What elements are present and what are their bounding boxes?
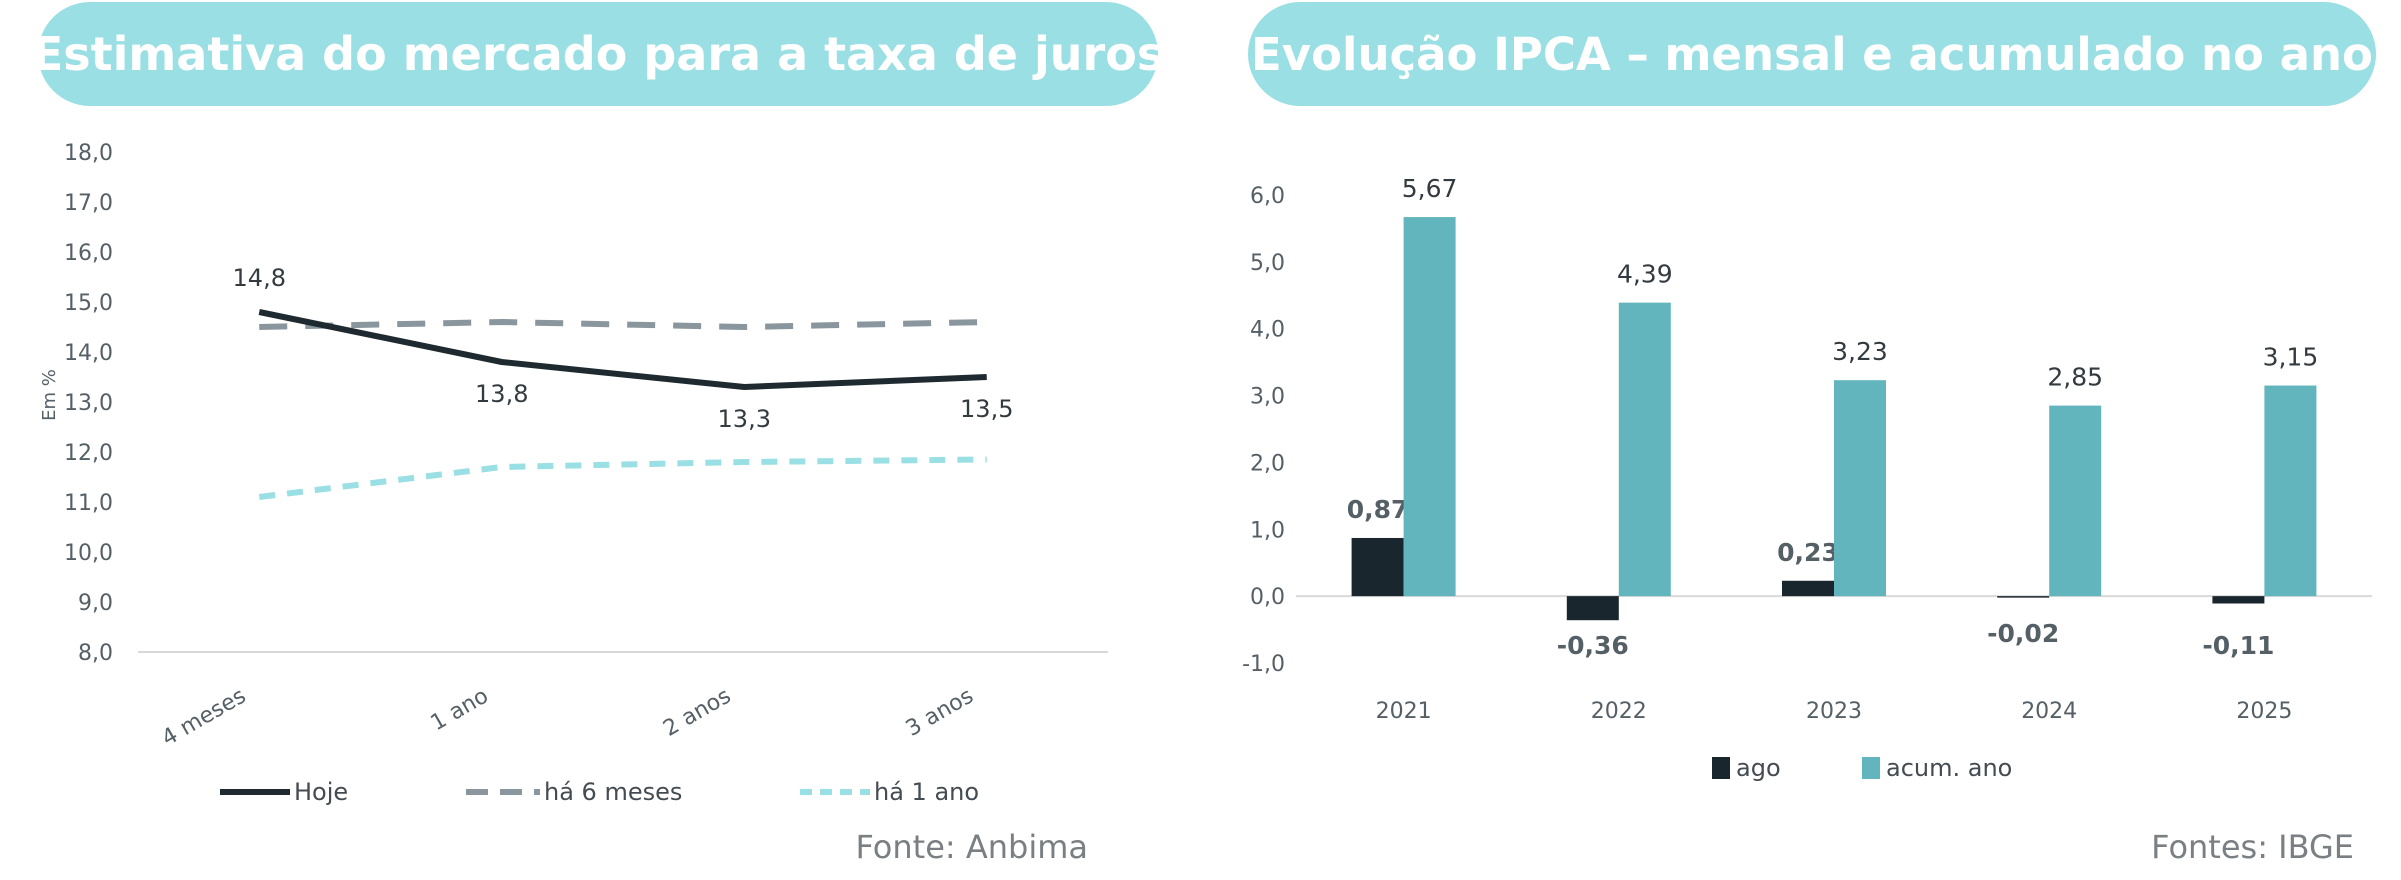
bar-ago: [1782, 580, 1834, 597]
y-tick-label: 11,0: [64, 491, 113, 516]
series-line-há-6-meses: [259, 319, 987, 330]
y-tick-label: 6,0: [1250, 184, 1285, 209]
series-line-Hoje: [258, 309, 987, 390]
y-tick-label: 15,0: [64, 291, 113, 316]
legend-label: Hoje: [294, 778, 348, 806]
bar-acum-ano: [1618, 302, 1671, 597]
left-chart-title: Estimativa do mercado para a taxa de jur…: [32, 2, 1164, 106]
y-tick-label: 0,0: [1250, 585, 1285, 610]
legend-label: há 1 ano: [874, 778, 979, 806]
y-tick-label: 17,0: [64, 191, 113, 216]
x-tick-label: 1 ano: [427, 684, 493, 737]
y-tick-label: 16,0: [64, 241, 113, 266]
bar-acum-ano: [2264, 385, 2317, 597]
data-label: 3,15: [2263, 343, 2319, 372]
legend-label: ago: [1736, 754, 1781, 782]
y-tick-label: 5,0: [1250, 251, 1285, 276]
y-tick-label: 12,0: [64, 441, 113, 466]
series-line-há-1-ano: [258, 456, 987, 500]
legend-swatch: [1862, 757, 1880, 779]
legend-label: acum. ano: [1886, 754, 2012, 782]
data-label: 13,5: [960, 395, 1013, 423]
data-label: -0,02: [1987, 619, 2059, 648]
data-label: 14,8: [233, 264, 286, 292]
x-tick-label: 3 anos: [902, 684, 978, 742]
data-label: 3,23: [1832, 337, 1888, 366]
y-tick-label: 3,0: [1250, 385, 1285, 410]
y-tick-label: 1,0: [1250, 518, 1285, 543]
x-tick-label: 4 meses: [158, 684, 251, 752]
y-axis-label: Em %: [39, 369, 60, 421]
y-tick-label: 9,0: [78, 591, 113, 616]
line-chart: 18,0 17,0 16,0 15,0 14,0 13,0 12,0 11,0 10,0 9,0 8…: [64, 141, 1108, 806]
bar-ago: [1997, 596, 2050, 598]
y-tick-label: -1,0: [1242, 652, 1285, 677]
y-tick-label: 2,0: [1250, 451, 1285, 476]
data-label: 13,8: [475, 380, 528, 408]
y-tick-label: 18,0: [64, 141, 113, 166]
x-tick-label: 2023: [1806, 699, 1862, 724]
x-tick-label: 2022: [1591, 699, 1647, 724]
left-source: Fonte: Anbima: [856, 828, 1088, 866]
data-label: -0,36: [1557, 631, 1629, 660]
right-chart-title: Evolução IPCA – mensal e acumulado no an…: [1248, 2, 2376, 106]
bar-ago: [2212, 596, 2265, 604]
data-label: 0,87: [1347, 495, 1409, 524]
bar-ago: [1566, 596, 1619, 621]
bar-acum-ano: [1403, 217, 1456, 597]
data-label: 4,39: [1617, 260, 1673, 289]
bar-ago: [1351, 537, 1404, 597]
x-tick-label: 2 anos: [659, 684, 735, 742]
x-tick-label: 2021: [1376, 699, 1432, 724]
y-tick-label: 8,0: [78, 641, 113, 666]
y-tick-label: 4,0: [1250, 318, 1285, 343]
x-tick-label: 2024: [2021, 699, 2077, 724]
data-label: 0,23: [1777, 538, 1839, 567]
data-label: 13,3: [718, 405, 771, 433]
bar-chart: 6,0 5,0 4,0 3,0 2,0 1,0 0,0 -1,0 2021 2022 2023 202…: [1242, 174, 2372, 782]
data-label: 2,85: [2047, 363, 2103, 392]
x-tick-label: 2025: [2236, 699, 2292, 724]
data-label: 5,67: [1402, 174, 1458, 203]
y-tick-label: 14,0: [64, 341, 113, 366]
y-tick-label: 10,0: [64, 541, 113, 566]
y-tick-label: 13,0: [64, 391, 113, 416]
bar-acum-ano: [1834, 380, 1886, 597]
data-label: -0,11: [2202, 631, 2274, 660]
legend-label: há 6 meses: [544, 778, 682, 806]
legend-swatch: [1712, 757, 1730, 779]
bar-acum-ano: [2049, 405, 2102, 597]
right-source: Fontes: IBGE: [2151, 828, 2354, 866]
